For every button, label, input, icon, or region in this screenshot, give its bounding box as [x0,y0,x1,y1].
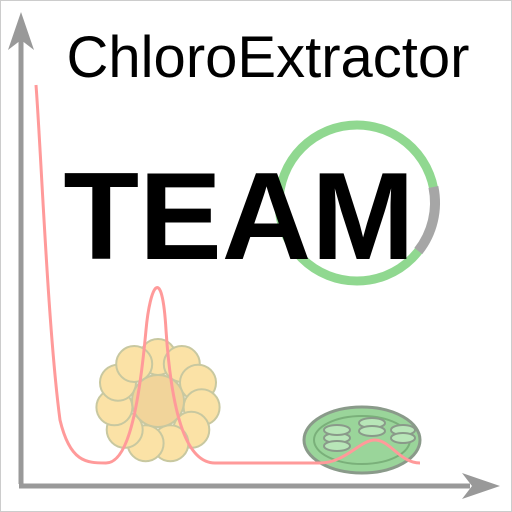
title-text: ChloroExtractor [67,25,470,90]
plasmid-ring-icon [274,120,440,286]
plasmid-gray-segment [414,185,440,255]
absorption-curve [34,84,421,465]
x-axis-arrowhead [462,473,500,499]
axes-icon [8,12,500,499]
chloroplast-icon [302,405,422,475]
y-axis-arrowhead [8,12,34,50]
thylakoid-stack-right [390,424,416,444]
thylakoid-stack-left [323,424,351,452]
team-text: TEAM [63,148,414,286]
chloroplast-body [302,405,422,475]
flower-icon [95,338,221,463]
thylakoid-stack-middle [358,417,386,437]
